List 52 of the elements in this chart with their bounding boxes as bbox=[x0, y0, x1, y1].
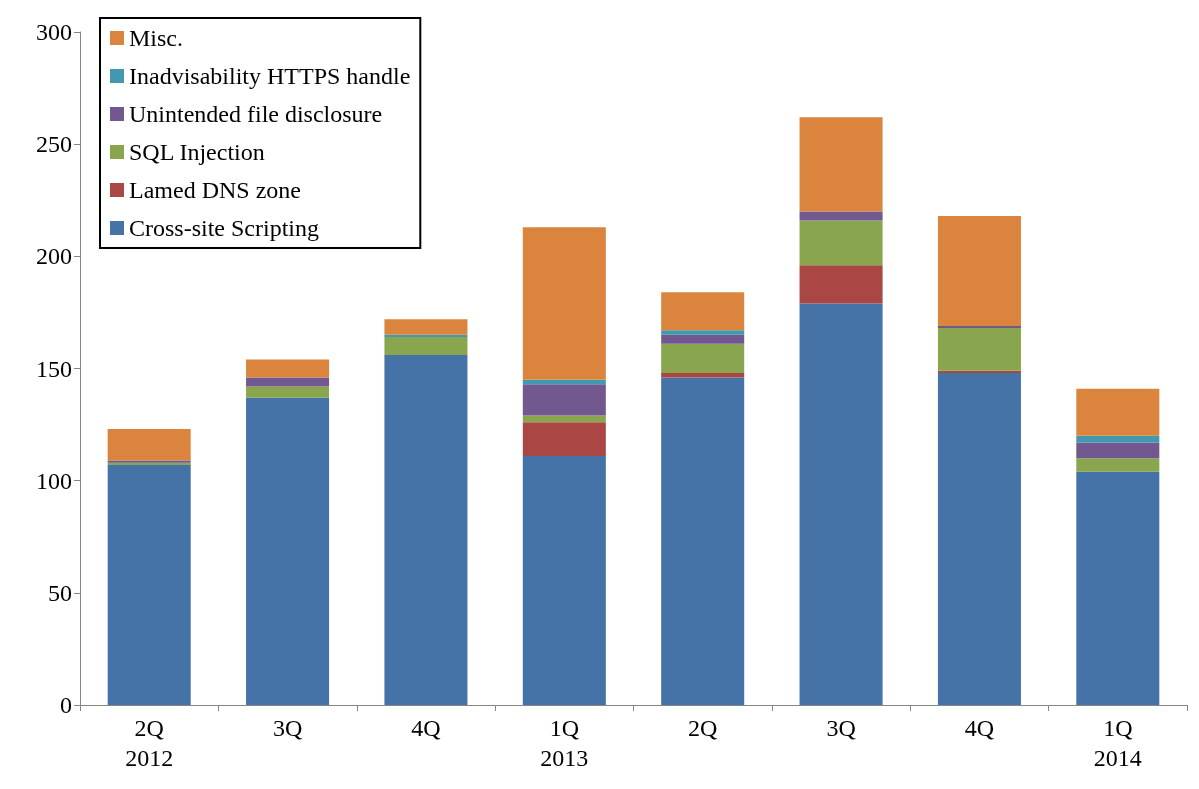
x-tick-label: 2Q bbox=[688, 715, 718, 741]
bar bbox=[246, 397, 330, 705]
bar bbox=[661, 292, 745, 331]
bar bbox=[661, 377, 745, 705]
bar bbox=[107, 464, 191, 705]
bar bbox=[522, 422, 606, 456]
bar bbox=[246, 386, 330, 398]
bar bbox=[522, 455, 606, 705]
bar bbox=[107, 429, 191, 461]
y-tick-label: 0 bbox=[60, 692, 72, 718]
bar bbox=[1076, 471, 1160, 705]
x-tick-label: 3Q bbox=[272, 715, 303, 741]
y-tick-label: 50 bbox=[48, 579, 72, 606]
legend-label: Unintended file disclosure bbox=[129, 101, 383, 127]
x-tick-label: 3Q bbox=[826, 715, 856, 741]
bar bbox=[522, 384, 606, 416]
bar bbox=[1076, 442, 1160, 459]
legend-label: Cross-site Scripting bbox=[129, 215, 319, 241]
bar bbox=[1076, 388, 1160, 436]
bar bbox=[384, 337, 468, 356]
bar bbox=[937, 215, 1021, 326]
bar bbox=[799, 265, 883, 304]
bar bbox=[937, 328, 1021, 371]
y-tick-label: 100 bbox=[36, 467, 72, 494]
bar bbox=[661, 330, 745, 335]
x-tick-label: 1Q 2014 bbox=[1093, 715, 1142, 771]
bar bbox=[799, 211, 883, 221]
bar bbox=[799, 220, 883, 266]
x-tick-label: 4Q bbox=[411, 715, 441, 741]
bar bbox=[1076, 435, 1160, 443]
x-tick-label: 1Q 2013 bbox=[540, 715, 589, 771]
y-tick-label: 150 bbox=[36, 355, 72, 382]
y-tick-label: 200 bbox=[36, 243, 72, 270]
bar bbox=[937, 372, 1021, 705]
bar bbox=[384, 319, 468, 335]
bar bbox=[246, 359, 330, 378]
x-tick-label: 4Q bbox=[964, 715, 995, 741]
legend-label: SQL Injection bbox=[129, 139, 265, 165]
bar bbox=[799, 303, 883, 705]
bar bbox=[1076, 458, 1160, 472]
bar bbox=[522, 227, 606, 380]
bar bbox=[661, 334, 745, 344]
y-tick-label: 300 bbox=[36, 19, 72, 45]
bar bbox=[246, 377, 330, 387]
bar bbox=[384, 355, 468, 705]
y-tick-label: 250 bbox=[36, 131, 72, 158]
bar bbox=[799, 117, 883, 212]
legend-label: Inadvisability HTTPS handle bbox=[129, 63, 411, 89]
bar bbox=[661, 343, 745, 373]
legend-label: Lamed DNS zone bbox=[129, 177, 301, 203]
legend-label: Misc. bbox=[129, 25, 183, 51]
x-tick-label: 2Q 2012 bbox=[125, 715, 174, 771]
